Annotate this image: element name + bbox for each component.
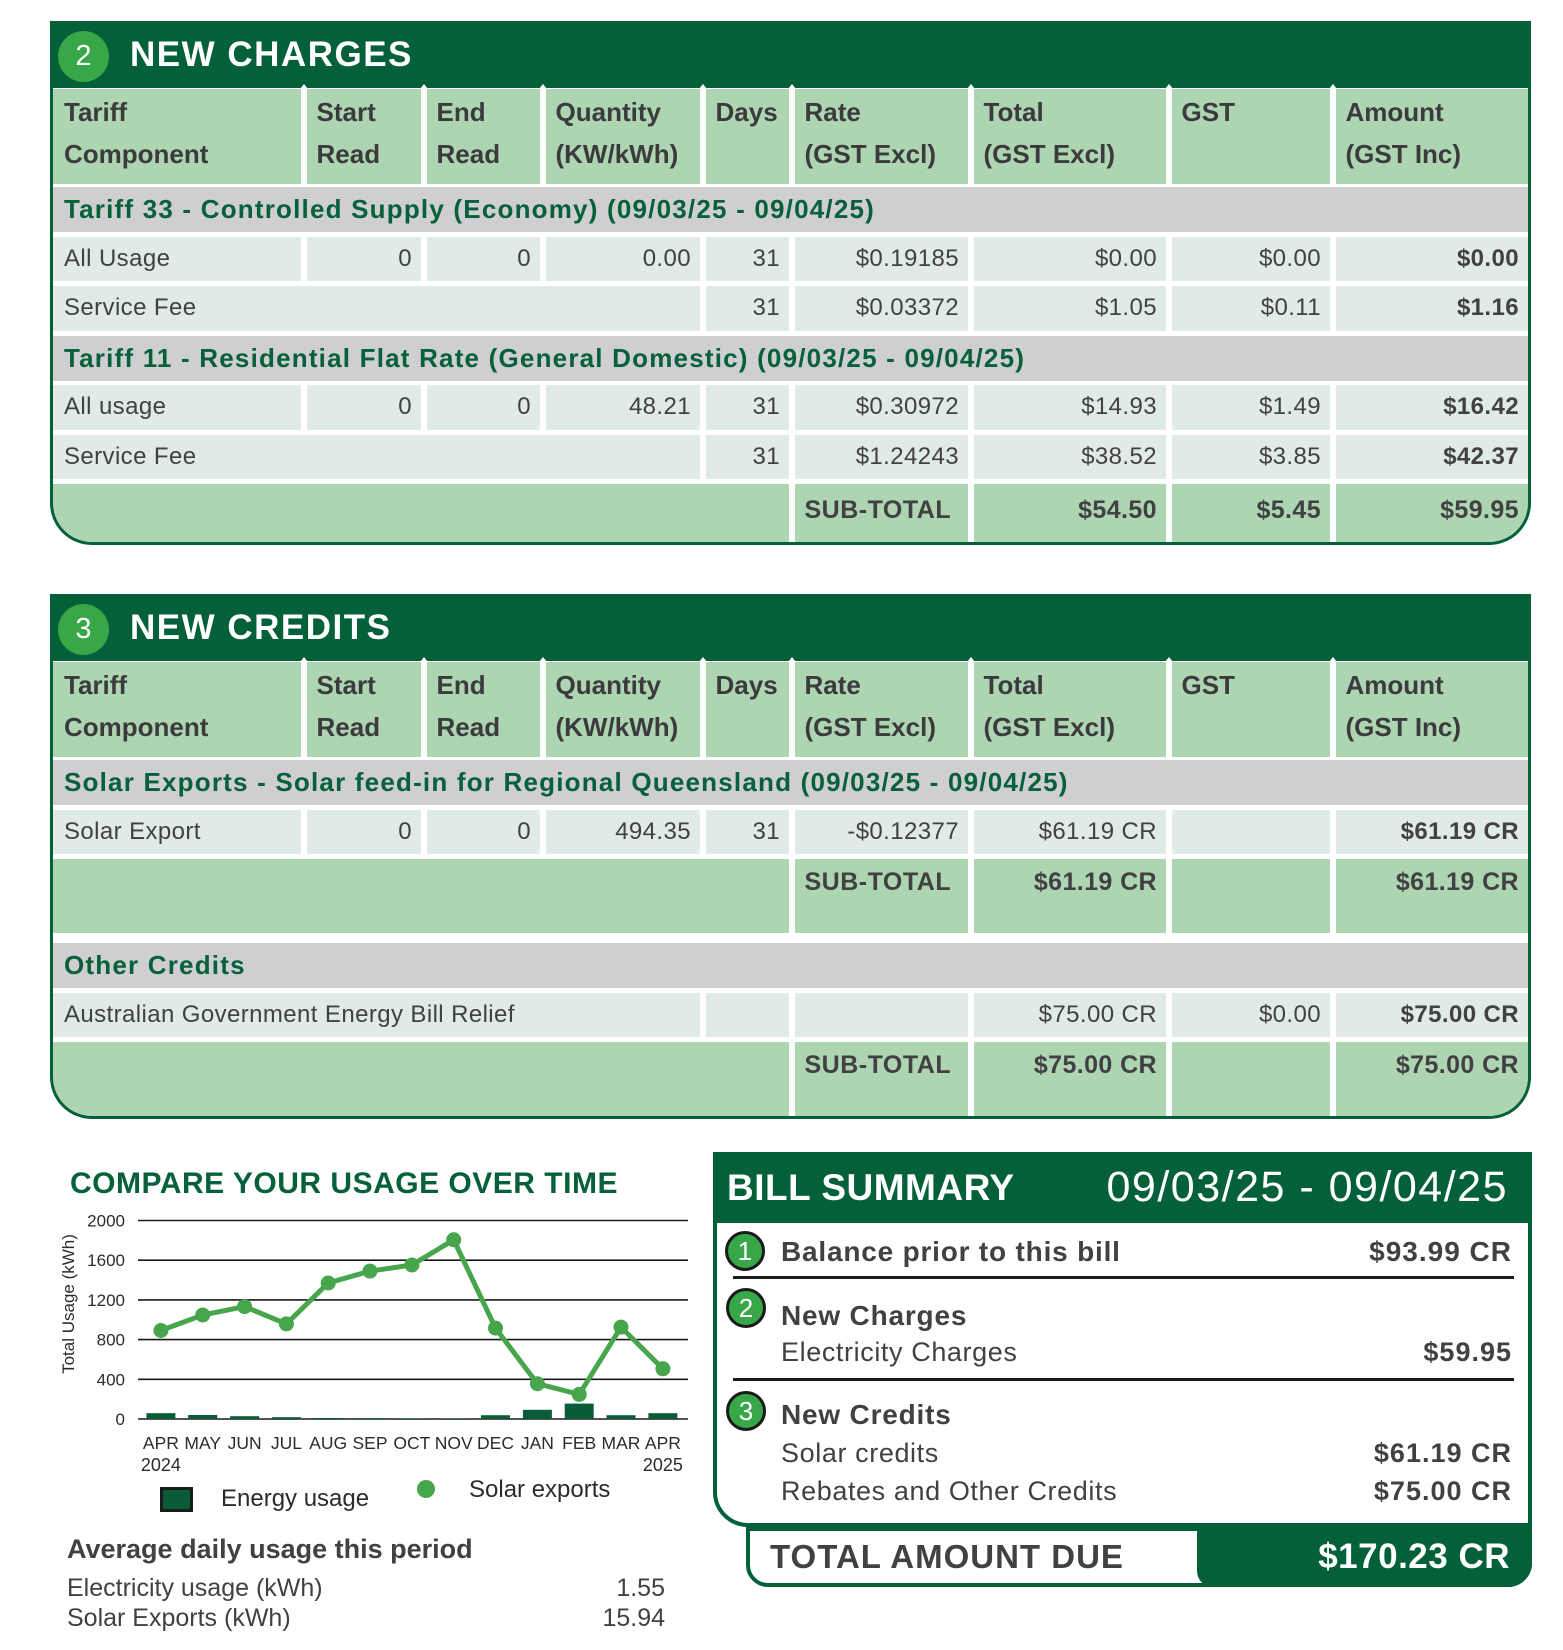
svg-text:JUN: JUN xyxy=(228,1433,262,1453)
svg-text:SEP: SEP xyxy=(352,1433,387,1453)
svg-text:0: 0 xyxy=(116,1410,125,1429)
svg-text:2025: 2025 xyxy=(643,1455,683,1475)
svg-text:DEC: DEC xyxy=(477,1433,514,1453)
svg-text:2000: 2000 xyxy=(87,1212,125,1231)
svg-text:APR: APR xyxy=(645,1433,681,1453)
svg-text:1200: 1200 xyxy=(87,1291,125,1310)
svg-text:MAR: MAR xyxy=(602,1433,641,1453)
svg-text:JAN: JAN xyxy=(521,1433,554,1453)
svg-text:APR: APR xyxy=(143,1433,179,1453)
svg-text:2024: 2024 xyxy=(141,1455,181,1475)
svg-text:AUG: AUG xyxy=(309,1433,347,1453)
svg-text:JUL: JUL xyxy=(271,1433,302,1453)
svg-text:800: 800 xyxy=(97,1331,125,1350)
svg-text:OCT: OCT xyxy=(393,1433,430,1453)
svg-text:FEB: FEB xyxy=(562,1433,596,1453)
svg-text:400: 400 xyxy=(97,1370,125,1389)
svg-text:NOV: NOV xyxy=(435,1433,473,1453)
svg-text:MAY: MAY xyxy=(184,1433,221,1453)
svg-text:1600: 1600 xyxy=(87,1251,125,1270)
